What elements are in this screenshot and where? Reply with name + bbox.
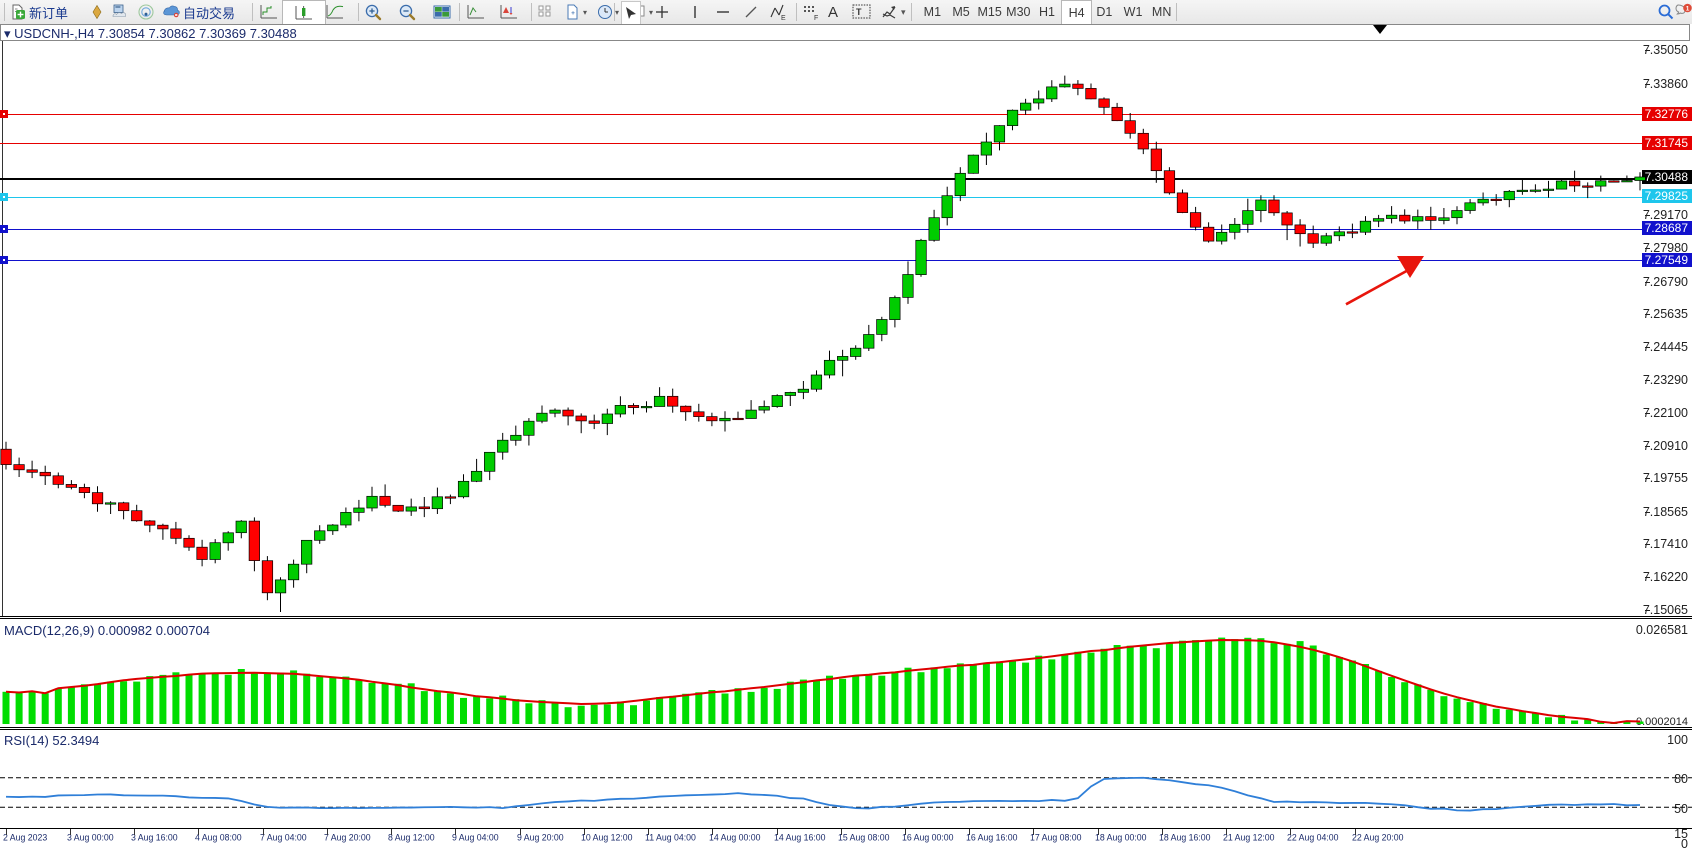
- svg-text:F: F: [814, 15, 818, 21]
- svg-text:1: 1: [1686, 5, 1690, 12]
- svg-text:E: E: [781, 15, 786, 21]
- svg-text:T: T: [856, 7, 862, 17]
- svg-text:+: +: [571, 10, 575, 17]
